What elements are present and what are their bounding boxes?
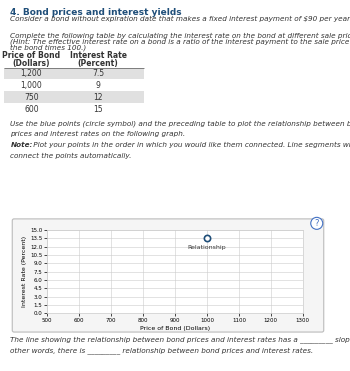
Text: Relationship: Relationship <box>188 245 226 250</box>
Text: (Hint: The effective interest rate on a bond is a ratio of the interest payment : (Hint: The effective interest rate on a … <box>10 39 350 45</box>
Text: Interest Rate: Interest Rate <box>70 51 126 60</box>
Text: Consider a bond without expiration date that makes a fixed interest payment of $: Consider a bond without expiration date … <box>10 16 350 22</box>
Text: 15: 15 <box>93 105 103 114</box>
Text: 600: 600 <box>24 105 39 114</box>
Text: (Percent): (Percent) <box>78 59 118 68</box>
Text: 4. Bond prices and interest yields: 4. Bond prices and interest yields <box>10 8 182 17</box>
Text: Plot your points in the order in which you would like them connected. Line segme: Plot your points in the order in which y… <box>31 142 350 148</box>
Text: connect the points automatically.: connect the points automatically. <box>10 152 132 158</box>
Text: Price of Bond: Price of Bond <box>2 51 61 60</box>
Bar <box>4 91 144 103</box>
Text: 12: 12 <box>93 93 103 102</box>
Text: 7.5: 7.5 <box>92 69 104 78</box>
Text: (Dollars): (Dollars) <box>13 59 50 68</box>
Text: 1,000: 1,000 <box>21 81 42 90</box>
Y-axis label: Interest Rate (Percent): Interest Rate (Percent) <box>22 236 27 307</box>
Text: prices and interest rates on the following graph.: prices and interest rates on the followi… <box>10 131 186 137</box>
Text: Complete the following table by calculating the interest rate on the bond at dif: Complete the following table by calculat… <box>10 33 350 39</box>
Bar <box>4 103 144 115</box>
Text: Use the blue points (circle symbol) and the preceding table to plot the relation: Use the blue points (circle symbol) and … <box>10 121 350 127</box>
Text: 1,200: 1,200 <box>21 69 42 78</box>
Text: The line showing the relationship between bond prices and interest rates has a _: The line showing the relationship betwee… <box>10 336 350 342</box>
Bar <box>4 79 144 91</box>
Text: Note:: Note: <box>10 142 33 148</box>
Bar <box>4 68 144 79</box>
Text: 9: 9 <box>96 81 100 90</box>
Text: 750: 750 <box>24 93 39 102</box>
Text: ?: ? <box>315 219 319 228</box>
Text: other words, there is _________ relationship between bond prices and interest ra: other words, there is _________ relation… <box>10 347 314 354</box>
FancyBboxPatch shape <box>12 219 324 332</box>
X-axis label: Price of Bond (Dollars): Price of Bond (Dollars) <box>140 326 210 331</box>
Text: the bond times 100.): the bond times 100.) <box>10 45 87 51</box>
